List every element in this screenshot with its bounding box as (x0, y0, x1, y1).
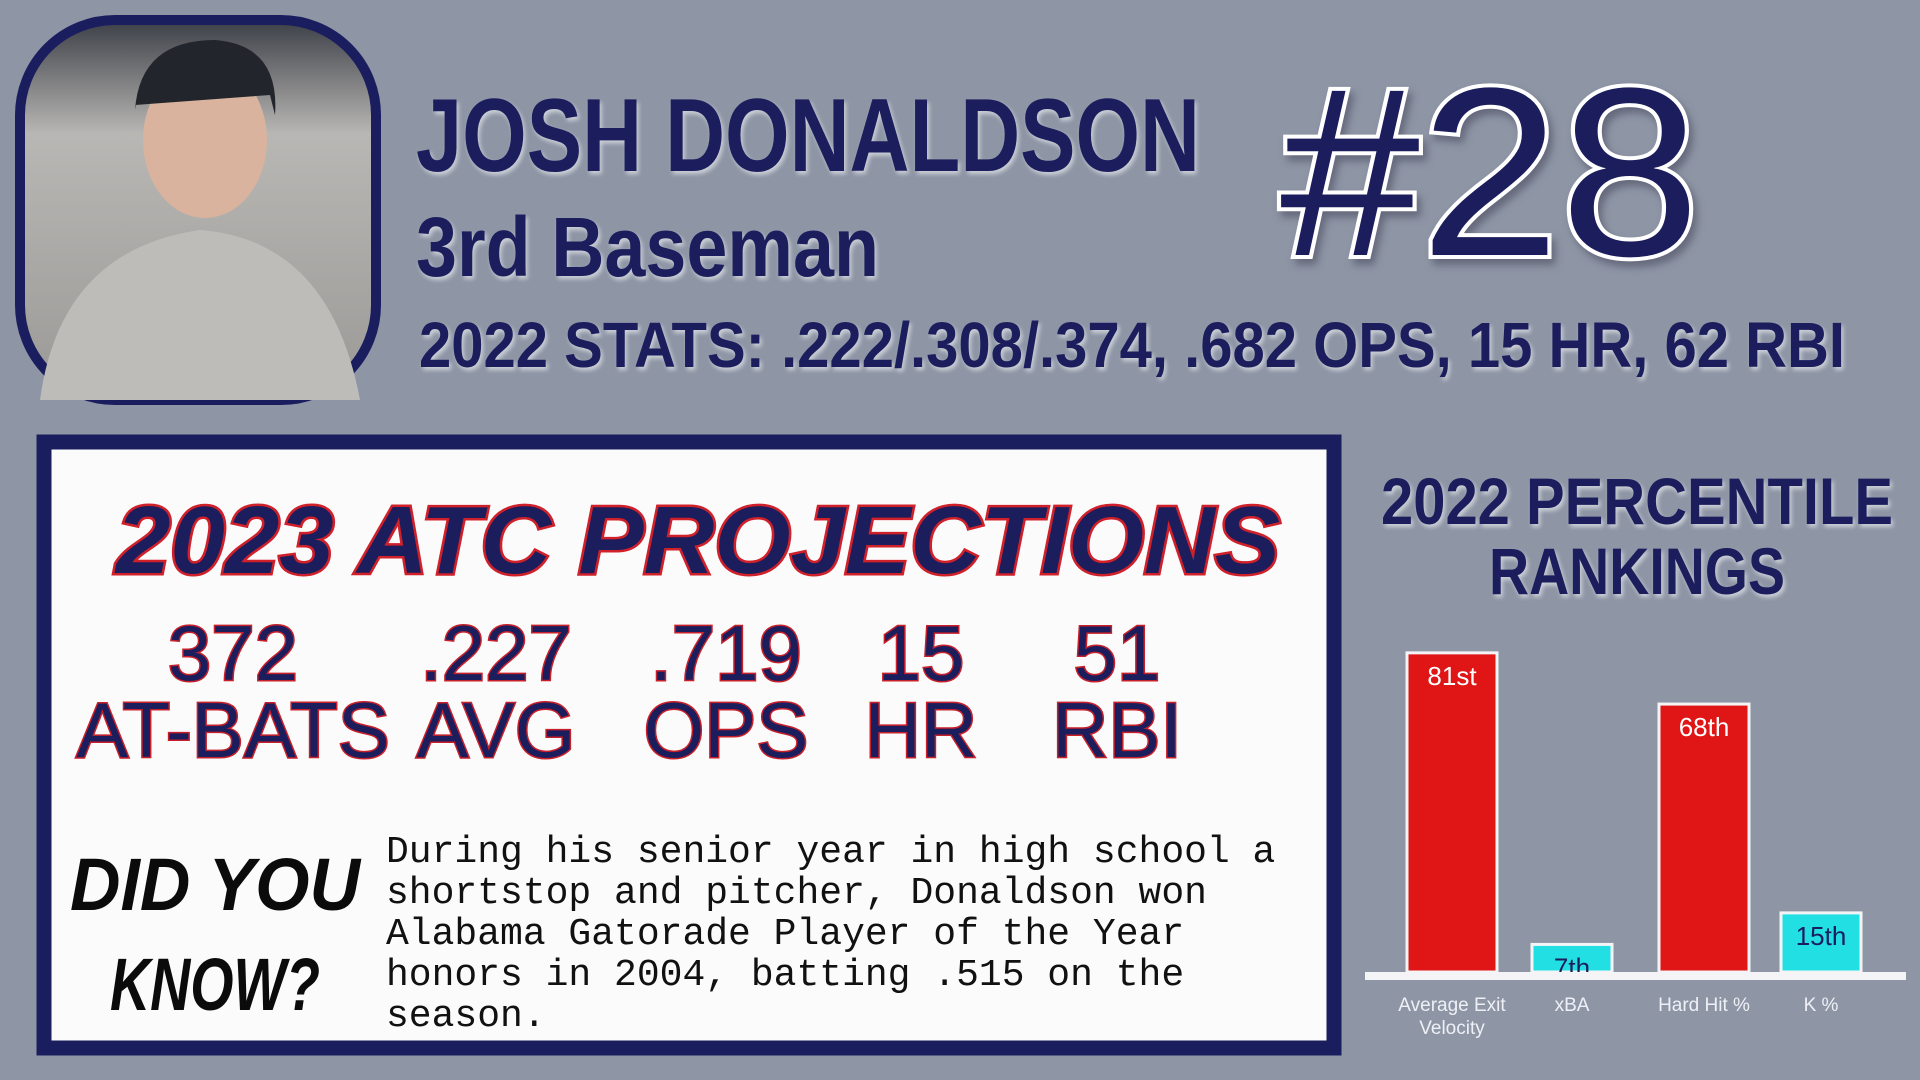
did-you-know-title: DID YOU (70, 843, 361, 926)
projection-label: OPS (644, 686, 809, 774)
player-photo (15, 15, 381, 405)
category-label: K % (1803, 995, 1839, 1016)
bar-value-label: 15th (1796, 921, 1847, 951)
projection-label: RBI (1052, 686, 1182, 774)
projection-label: AT-BATS (76, 686, 390, 774)
projection-label: AVG (417, 686, 576, 774)
chart-title: 2022 PERCENTILE (1381, 464, 1893, 538)
projection-value: 372 (168, 609, 298, 697)
did-you-know-title: KNOW? (110, 943, 320, 1026)
bar-value-label: 81st (1427, 661, 1477, 691)
did-you-know-text: During his senior year in high school a … (386, 831, 1276, 1038)
projection-value: 15 (878, 609, 965, 697)
player-stats: 2022 STATS: .222/.308/.374, .682 OPS, 15… (419, 309, 1845, 381)
bar (1657, 702, 1751, 974)
bar (1405, 651, 1499, 974)
category-label: Hard Hit % (1658, 995, 1750, 1016)
projections-box (36, 434, 1342, 1056)
player-name: JOSH DONALDSON (416, 78, 1200, 194)
projection-value: .227 (420, 609, 572, 697)
category-label: xBA (1554, 995, 1590, 1016)
projection-value: .719 (650, 609, 802, 697)
projection-label: HR (865, 686, 978, 774)
category-label: Average Exit Velocity (1398, 995, 1506, 1039)
jersey-number: #28 (1280, 38, 1700, 306)
bar (1530, 942, 1614, 974)
projection-value: 51 (1074, 609, 1161, 697)
projections-title: 2023 ATC PROJECTIONS (114, 487, 1280, 594)
player-position: 3rd Baseman (416, 200, 879, 294)
chart-title: RANKINGS (1489, 534, 1785, 608)
bar-value-label: 68th (1679, 712, 1730, 742)
